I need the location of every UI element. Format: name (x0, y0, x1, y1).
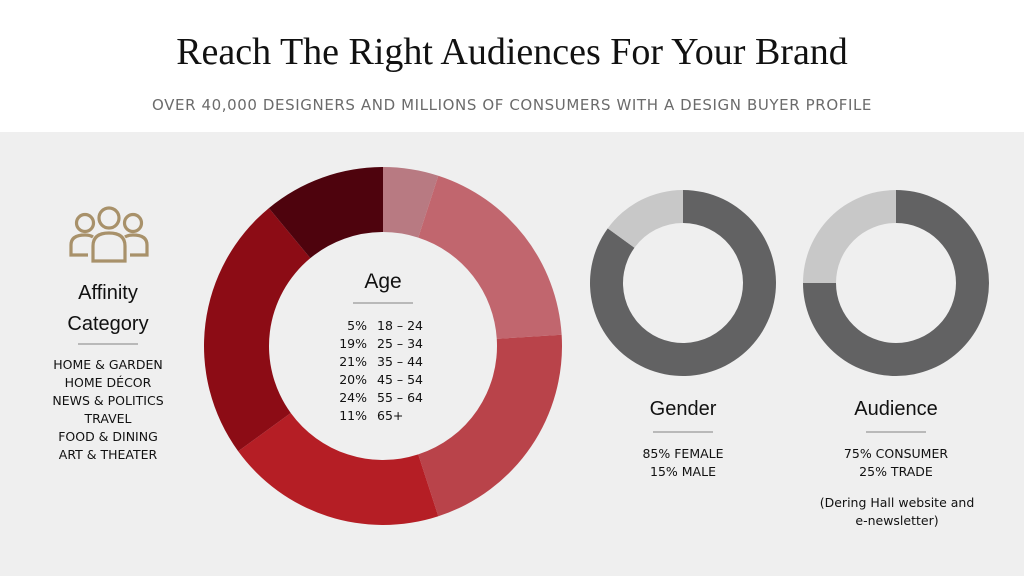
age-range-label: 65+ (377, 408, 404, 423)
affinity-item: ART & THEATER (58, 447, 158, 462)
age-row: 21% 35 – 44 (323, 353, 443, 371)
audience-stats: 75% CONSUMER 25% TRADE (796, 445, 996, 481)
affinity-item: HOME & GARDEN (53, 357, 163, 372)
audience-source-note: (Dering Hall website and e-newsletter) (792, 494, 1002, 530)
gender-divider (653, 431, 713, 433)
affinity-category-title: Affinity Category (38, 278, 178, 340)
affinity-list: HOME & GARDEN HOME DÉCOR NEWS & POLITICS… (28, 356, 188, 464)
page-title: Reach The Right Audiences For Your Brand (176, 31, 848, 73)
age-percent-label: 21% (339, 354, 367, 369)
audience-note-line2: e-newsletter) (855, 513, 939, 528)
affinity-title-line2: Category (67, 313, 149, 335)
affinity-item: HOME DÉCOR (64, 375, 152, 390)
gender-female-stat: 85% FEMALE (642, 446, 724, 461)
age-slice-25-34 (418, 175, 562, 339)
age-row: 20% 45 – 54 (323, 371, 443, 389)
audience-slice-trade (803, 190, 896, 283)
age-slice-18-24 (383, 167, 439, 238)
affinity-title-line1: Affinity (78, 282, 138, 304)
age-row: 5% 18 – 24 (323, 317, 443, 335)
age-percent-label: 20% (339, 372, 367, 387)
page-subtitle: OVER 40,000 DESIGNERS AND MILLIONS OF CO… (151, 96, 873, 114)
age-title: Age (364, 270, 402, 293)
affinity-item: NEWS & POLITICS (52, 393, 164, 408)
age-percent-label: 19% (339, 336, 367, 351)
age-range-label: 55 – 64 (377, 390, 424, 405)
age-range-label: 45 – 54 (377, 372, 424, 387)
age-row: 11% 65+ (323, 407, 443, 425)
age-range-label: 25 – 34 (377, 336, 424, 351)
affinity-item: TRAVEL (84, 411, 132, 426)
age-donut-chart (204, 167, 562, 525)
age-range-label: 35 – 44 (377, 354, 424, 369)
gender-male-stat: 15% MALE (650, 464, 716, 479)
gender-slice-male (607, 190, 683, 248)
age-divider (353, 302, 413, 304)
age-percent-label: 24% (339, 390, 367, 405)
age-range-label: 18 – 24 (377, 318, 424, 333)
audience-title: Audience (854, 398, 938, 420)
audience-donut-chart (803, 190, 989, 376)
audience-trade-stat: 25% TRADE (859, 464, 933, 479)
gender-donut-chart (590, 190, 776, 376)
age-slice-65 (268, 167, 383, 259)
age-slice-55-64 (204, 208, 311, 452)
age-slice-35-44 (418, 334, 562, 517)
audience-consumer-stat: 75% CONSUMER (843, 446, 949, 461)
age-row: 24% 55 – 64 (323, 389, 443, 407)
age-percent-label: 5% (347, 318, 367, 333)
age-row: 19% 25 – 34 (323, 335, 443, 353)
people-group-icon (69, 206, 149, 263)
gender-slice-female (590, 190, 776, 376)
audience-note-line1: (Dering Hall website and (819, 495, 975, 510)
affinity-divider (78, 343, 138, 345)
gender-stats: 85% FEMALE 15% MALE (583, 445, 783, 481)
audience-divider (866, 431, 926, 433)
gender-title: Gender (649, 398, 717, 420)
age-legend: 5% 18 – 24 19% 25 – 34 21% 35 – 44 20% 45 – … (323, 317, 443, 425)
affinity-item: FOOD & DINING (58, 429, 158, 444)
age-slice-45-54 (238, 413, 439, 525)
audience-slice-consumer (803, 190, 989, 376)
header: Reach The Right Audiences For Your Brand… (0, 0, 1024, 132)
age-percent-label: 11% (339, 408, 367, 423)
